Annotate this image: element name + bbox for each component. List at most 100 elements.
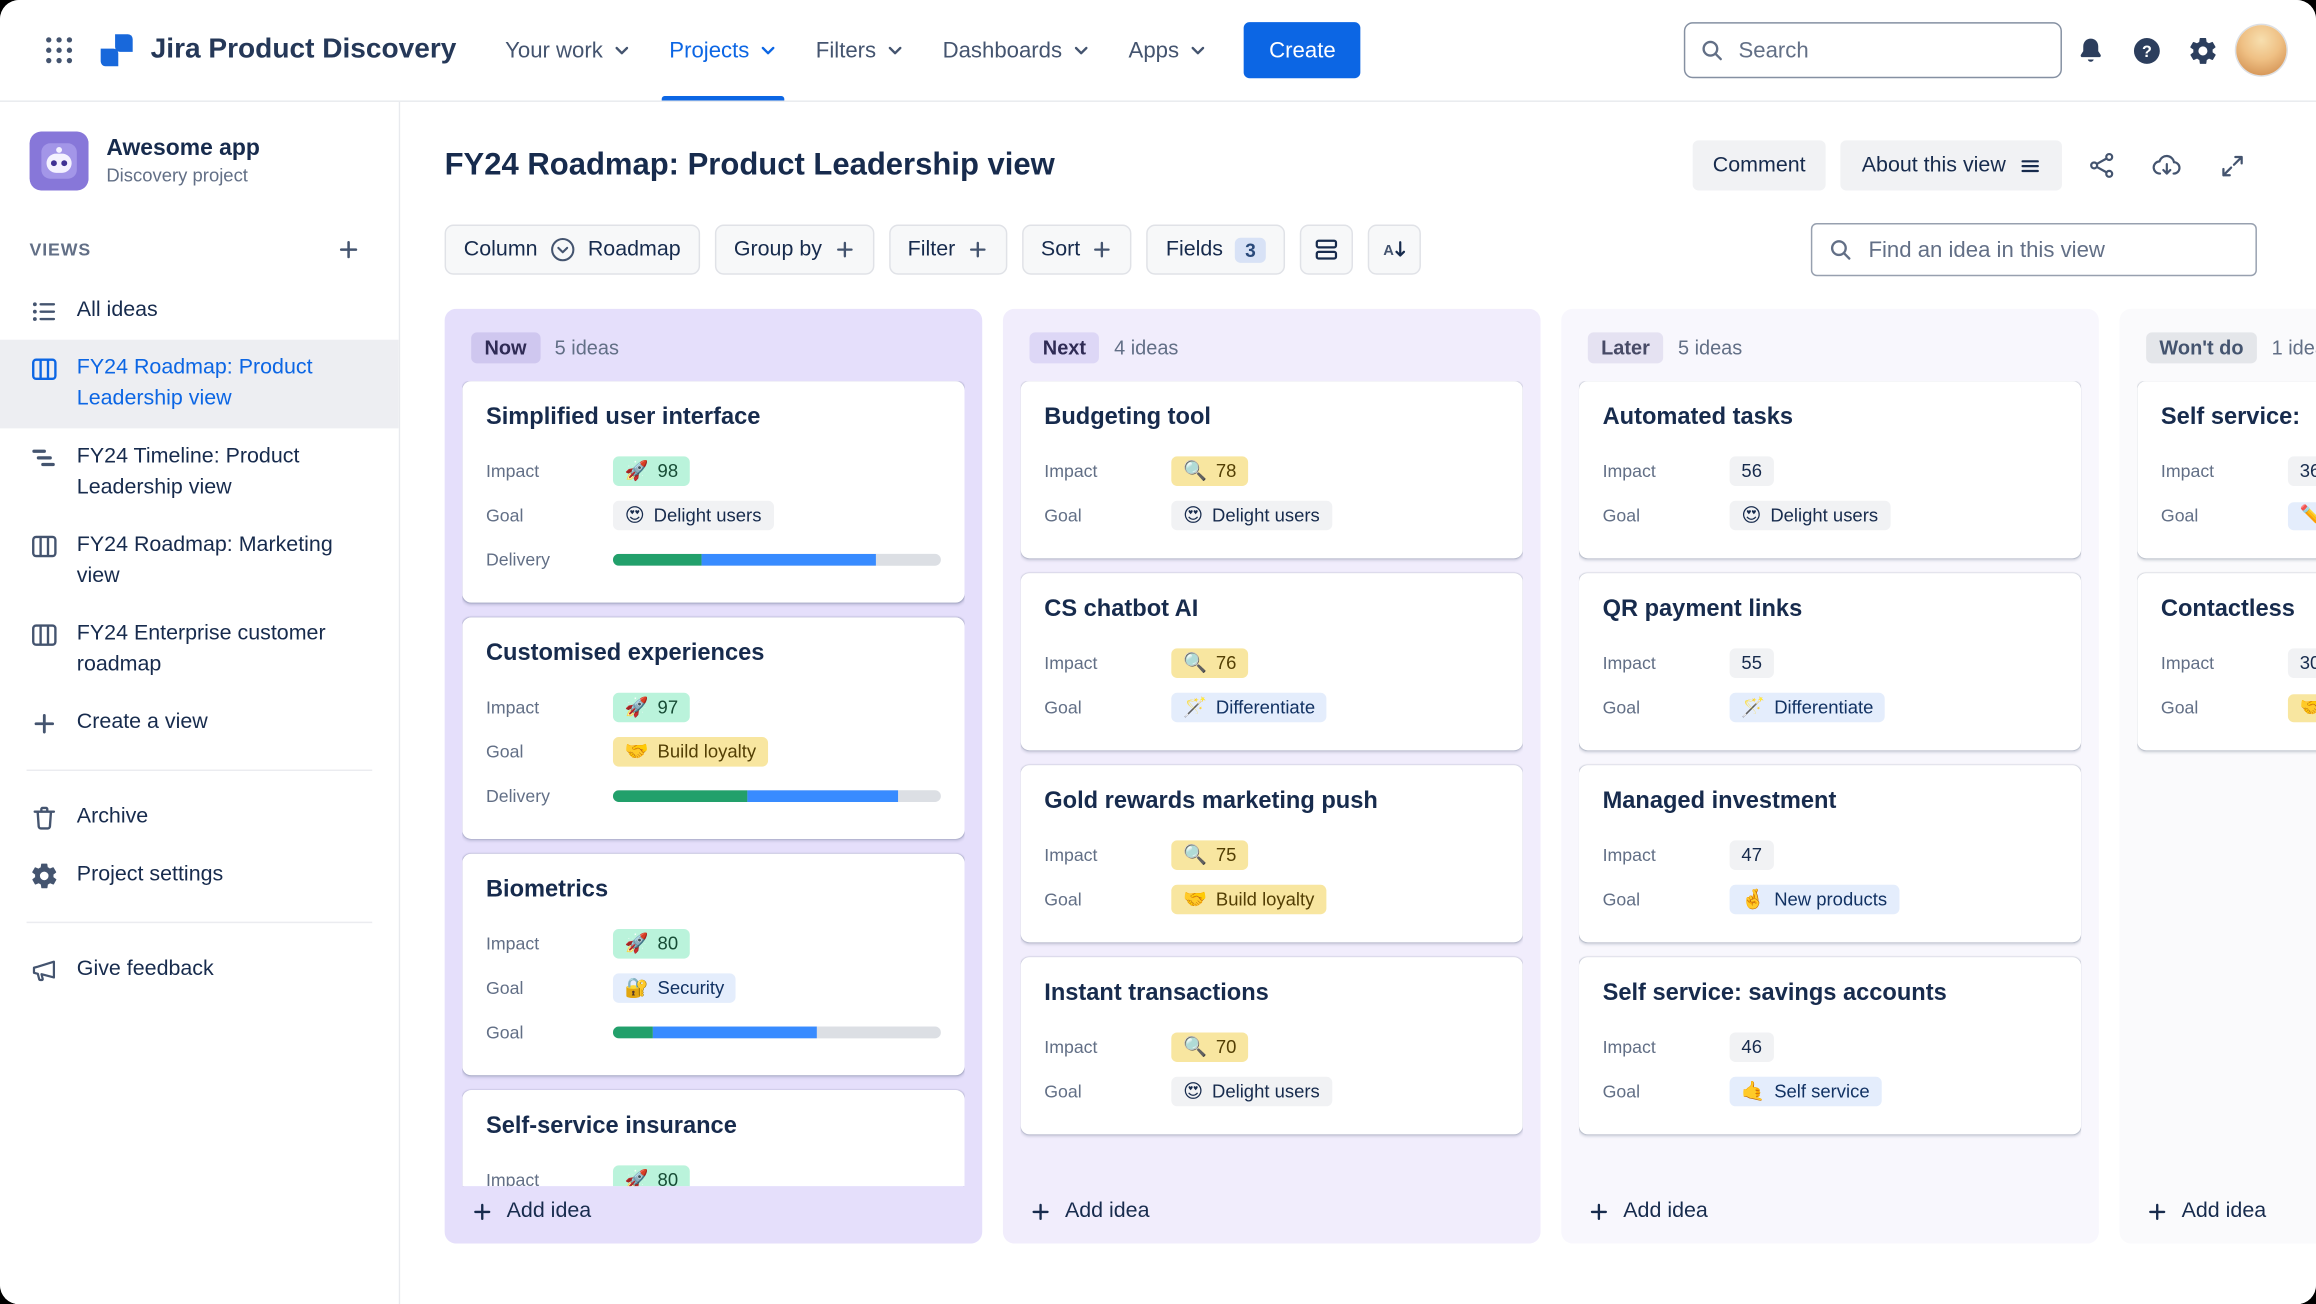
global-search-input[interactable] bbox=[1735, 36, 2046, 65]
nav-item-your-work[interactable]: Your work bbox=[486, 0, 650, 100]
idea-card[interactable]: Instant transactions Impact 🔍 70 Goal 😍 Deligh… bbox=[1020, 957, 1523, 1135]
brand[interactable]: Jira Product Discovery bbox=[97, 31, 456, 69]
app-switcher-button[interactable] bbox=[32, 24, 85, 77]
idea-card[interactable]: Contactless Impact 30 Goal 🤝 bbox=[2137, 573, 2316, 751]
idea-title: Contactless bbox=[2160, 596, 2295, 622]
field-value-badge[interactable]: 46 bbox=[1729, 1032, 1774, 1062]
field-value-badge[interactable]: ✏️ bbox=[2287, 501, 2316, 530]
add-idea-button[interactable]: Add idea bbox=[1021, 1186, 1523, 1229]
idea-card[interactable]: Self service: Impact 36 Goal ✏️ bbox=[2137, 381, 2316, 559]
comment-button[interactable]: Comment bbox=[1692, 140, 1827, 191]
header-actions: Comment About this view bbox=[1692, 140, 2257, 191]
nav-item-projects[interactable]: Projects bbox=[650, 0, 797, 101]
group-by-button[interactable]: Group by bbox=[714, 224, 874, 275]
field-value-badge[interactable]: 🔐 Security bbox=[612, 973, 737, 1003]
sidebar-item-archive[interactable]: Archive bbox=[0, 789, 399, 847]
idea-title: Self service: savings accounts bbox=[1602, 980, 1947, 1006]
megaphone-icon bbox=[30, 956, 60, 986]
nav-item-apps[interactable]: Apps bbox=[1109, 0, 1226, 100]
find-idea-box[interactable] bbox=[1810, 223, 2257, 277]
lock-icon: 🔐 bbox=[624, 977, 649, 1000]
idea-card[interactable]: Self service: savings accounts Impact 46 Go… bbox=[1578, 957, 2082, 1135]
field-value-badge[interactable]: 30 bbox=[2287, 648, 2316, 678]
field-value-badge[interactable]: 🔍 78 bbox=[1171, 456, 1249, 486]
card-field-row: Impact 🔍 78 bbox=[1044, 449, 1499, 493]
fullscreen-button[interactable] bbox=[2207, 140, 2257, 190]
sidebar-view-fy24-roadmap-product-leadership-view[interactable]: FY24 Roadmap: Product Leadership view bbox=[0, 339, 399, 429]
notifications-button[interactable] bbox=[2062, 22, 2118, 78]
sidebar-item-project-settings[interactable]: Project settings bbox=[0, 847, 399, 905]
create-button[interactable]: Create bbox=[1244, 22, 1361, 79]
project-name: Awesome app bbox=[106, 135, 260, 161]
idea-card[interactable]: CS chatbot AI Impact 🔍 76 Goal 🪄 Differentiate bbox=[1020, 573, 1523, 751]
text-sort-button[interactable]: A bbox=[1368, 224, 1422, 275]
sort-button[interactable]: Sort bbox=[1021, 224, 1132, 275]
add-idea-button[interactable]: Add idea bbox=[2137, 1186, 2316, 1229]
field-value-badge[interactable]: 😍 Delight users bbox=[1171, 500, 1332, 531]
filter-button[interactable]: Filter bbox=[888, 224, 1007, 275]
field-value-badge[interactable]: 55 bbox=[1729, 648, 1774, 678]
add-idea-button[interactable]: Add idea bbox=[1579, 1186, 2081, 1229]
idea-card[interactable]: Managed investment Impact 47 Goal 🤞 New produ… bbox=[1578, 765, 2082, 943]
idea-card[interactable]: QR payment links Impact 55 Goal 🪄 Differentia… bbox=[1578, 573, 2082, 751]
field-value-badge[interactable]: 36 bbox=[2287, 456, 2316, 486]
add-view-button[interactable] bbox=[328, 229, 369, 270]
about-view-button[interactable]: About this view bbox=[1841, 140, 2062, 191]
field-value-badge[interactable]: 😍 Delight users bbox=[612, 500, 774, 531]
sidebar-view-fy24-timeline-product-leadership-view[interactable]: FY24 Timeline: Product Leadership view bbox=[0, 428, 399, 517]
sidebar-view-fy24-roadmap-marketing-view[interactable]: FY24 Roadmap: Marketing view bbox=[0, 517, 399, 606]
field-value-badge[interactable]: 😍 Delight users bbox=[1729, 500, 1890, 531]
field-value-badge[interactable]: 🚀 98 bbox=[612, 456, 690, 486]
field-value-badge[interactable]: 🔍 75 bbox=[1171, 840, 1249, 870]
idea-title: Managed investment bbox=[1602, 788, 1837, 814]
rocket-icon: 🚀 bbox=[624, 932, 649, 955]
field-value-badge[interactable]: 🚀 80 bbox=[612, 1165, 690, 1187]
sidebar-view-all-ideas[interactable]: All ideas bbox=[0, 282, 399, 340]
field-value-badge[interactable]: 🤞 New products bbox=[1729, 884, 1899, 915]
idea-card[interactable]: Biometrics Impact 🚀 80 Goal 🔐 Security Goal bbox=[462, 853, 965, 1076]
field-value-badge[interactable]: 🔍 76 bbox=[1171, 648, 1249, 678]
settings-button[interactable] bbox=[2174, 22, 2230, 78]
field-value-badge[interactable]: 🤝 Build loyalty bbox=[1171, 884, 1327, 915]
field-value-badge[interactable]: 🤙 Self service bbox=[1729, 1076, 1882, 1107]
column-header: Next 4 ideas bbox=[1021, 323, 1523, 381]
sidebar-view-fy24-enterprise-customer-roadmap[interactable]: FY24 Enterprise customer roadmap bbox=[0, 606, 399, 695]
grid-icon bbox=[46, 37, 73, 64]
idea-card[interactable]: Automated tasks Impact 56 Goal 😍 Delight user… bbox=[1578, 381, 2082, 559]
field-label: Delivery bbox=[485, 549, 550, 571]
field-value-badge[interactable]: 47 bbox=[1729, 840, 1774, 870]
idea-card[interactable]: Budgeting tool Impact 🔍 78 Goal 😍 Delight user… bbox=[1020, 381, 1523, 559]
field-value-badge[interactable]: 😍 Delight users bbox=[1171, 1076, 1332, 1107]
field-value-badge[interactable]: 🚀 80 bbox=[612, 929, 690, 959]
progress-segment bbox=[612, 553, 702, 566]
export-button[interactable] bbox=[2142, 140, 2192, 190]
global-search[interactable] bbox=[1683, 22, 2062, 79]
share-button[interactable] bbox=[2077, 140, 2127, 190]
user-avatar[interactable] bbox=[2236, 25, 2287, 76]
field-value-badge[interactable]: 🤝 bbox=[2287, 693, 2316, 722]
field-value-badge[interactable]: 🚀 97 bbox=[612, 692, 690, 723]
field-label: Goal bbox=[1602, 889, 1641, 910]
help-button[interactable]: ? bbox=[2118, 22, 2174, 78]
card-layout-button[interactable] bbox=[1300, 224, 1354, 275]
fields-button[interactable]: Fields 3 bbox=[1146, 224, 1286, 275]
field-value-badge[interactable]: 🪄 Differentiate bbox=[1729, 692, 1886, 723]
add-idea-button[interactable]: Add idea bbox=[462, 1186, 964, 1229]
field-value-badge[interactable]: 🤝 Build loyalty bbox=[612, 737, 768, 767]
idea-card[interactable]: Gold rewards marketing push Impact 🔍 75 Goal… bbox=[1020, 765, 1523, 943]
sidebar-item-give-feedback[interactable]: Give feedback bbox=[0, 941, 399, 999]
idea-card[interactable]: Self-service insuranceImpact🚀80Goal🤙Self… bbox=[462, 1090, 965, 1187]
column-selector[interactable]: Column Roadmap bbox=[444, 224, 700, 275]
field-value-badge[interactable]: 🔍 70 bbox=[1171, 1032, 1249, 1062]
project-header[interactable]: Awesome app Discovery project bbox=[0, 131, 399, 191]
field-value-badge[interactable]: 56 bbox=[1729, 456, 1774, 486]
nav-item-dashboards[interactable]: Dashboards bbox=[923, 0, 1109, 100]
plus-icon bbox=[339, 240, 358, 259]
idea-card[interactable]: Simplified user interface Impact 🚀 98 Goal 😍 D… bbox=[462, 381, 965, 603]
sidebar-view-create-a-view[interactable]: Create a view bbox=[0, 694, 399, 752]
card-field-row: Goal 🤞 New products bbox=[1603, 877, 2058, 921]
find-idea-input[interactable] bbox=[1865, 235, 2240, 264]
nav-item-filters[interactable]: Filters bbox=[797, 0, 924, 100]
field-value-badge[interactable]: 🪄 Differentiate bbox=[1171, 692, 1327, 723]
idea-card[interactable]: Customised experiences Impact 🚀 97 Goal 🤝 Buil… bbox=[462, 617, 965, 839]
